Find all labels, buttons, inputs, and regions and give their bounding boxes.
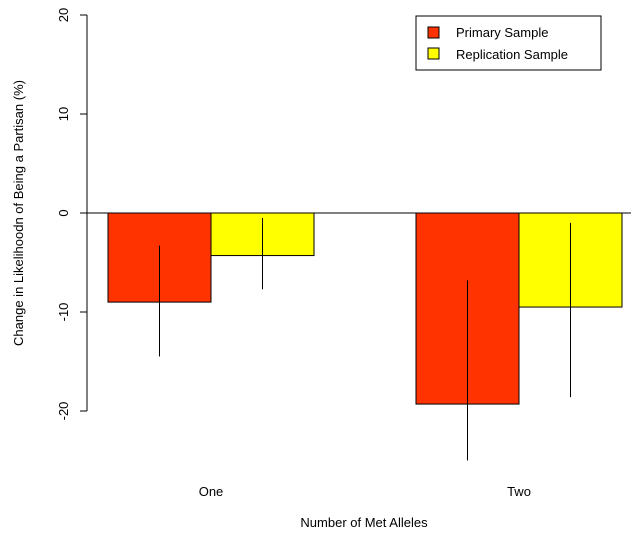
y-tick-label: 10 — [56, 107, 71, 121]
y-tick-label: 20 — [56, 8, 71, 22]
legend-swatch-primary — [427, 26, 440, 39]
y-tick-label: 0 — [56, 209, 71, 216]
y-axis: 20 10 0 -10 -20 — [56, 8, 88, 421]
legend-label-replication: Replication Sample — [456, 47, 568, 62]
error-bars — [159, 217, 571, 461]
legend-box — [415, 15, 602, 71]
x-axis-label: Number of Met Alleles — [300, 515, 428, 530]
x-category-label: One — [199, 484, 224, 499]
y-axis-label: Change in Likelihoodn of Being a Partisa… — [11, 80, 26, 346]
legend-label-primary: Primary Sample — [456, 25, 548, 40]
y-tick-label: -20 — [56, 402, 71, 421]
y-tick-label: -10 — [56, 303, 71, 322]
x-category-labels: One Two — [199, 484, 531, 499]
legend-swatch-replication — [427, 47, 440, 60]
legend: Primary Sample Replication Sample — [415, 15, 602, 71]
x-category-label: Two — [507, 484, 531, 499]
bars — [107, 212, 623, 405]
